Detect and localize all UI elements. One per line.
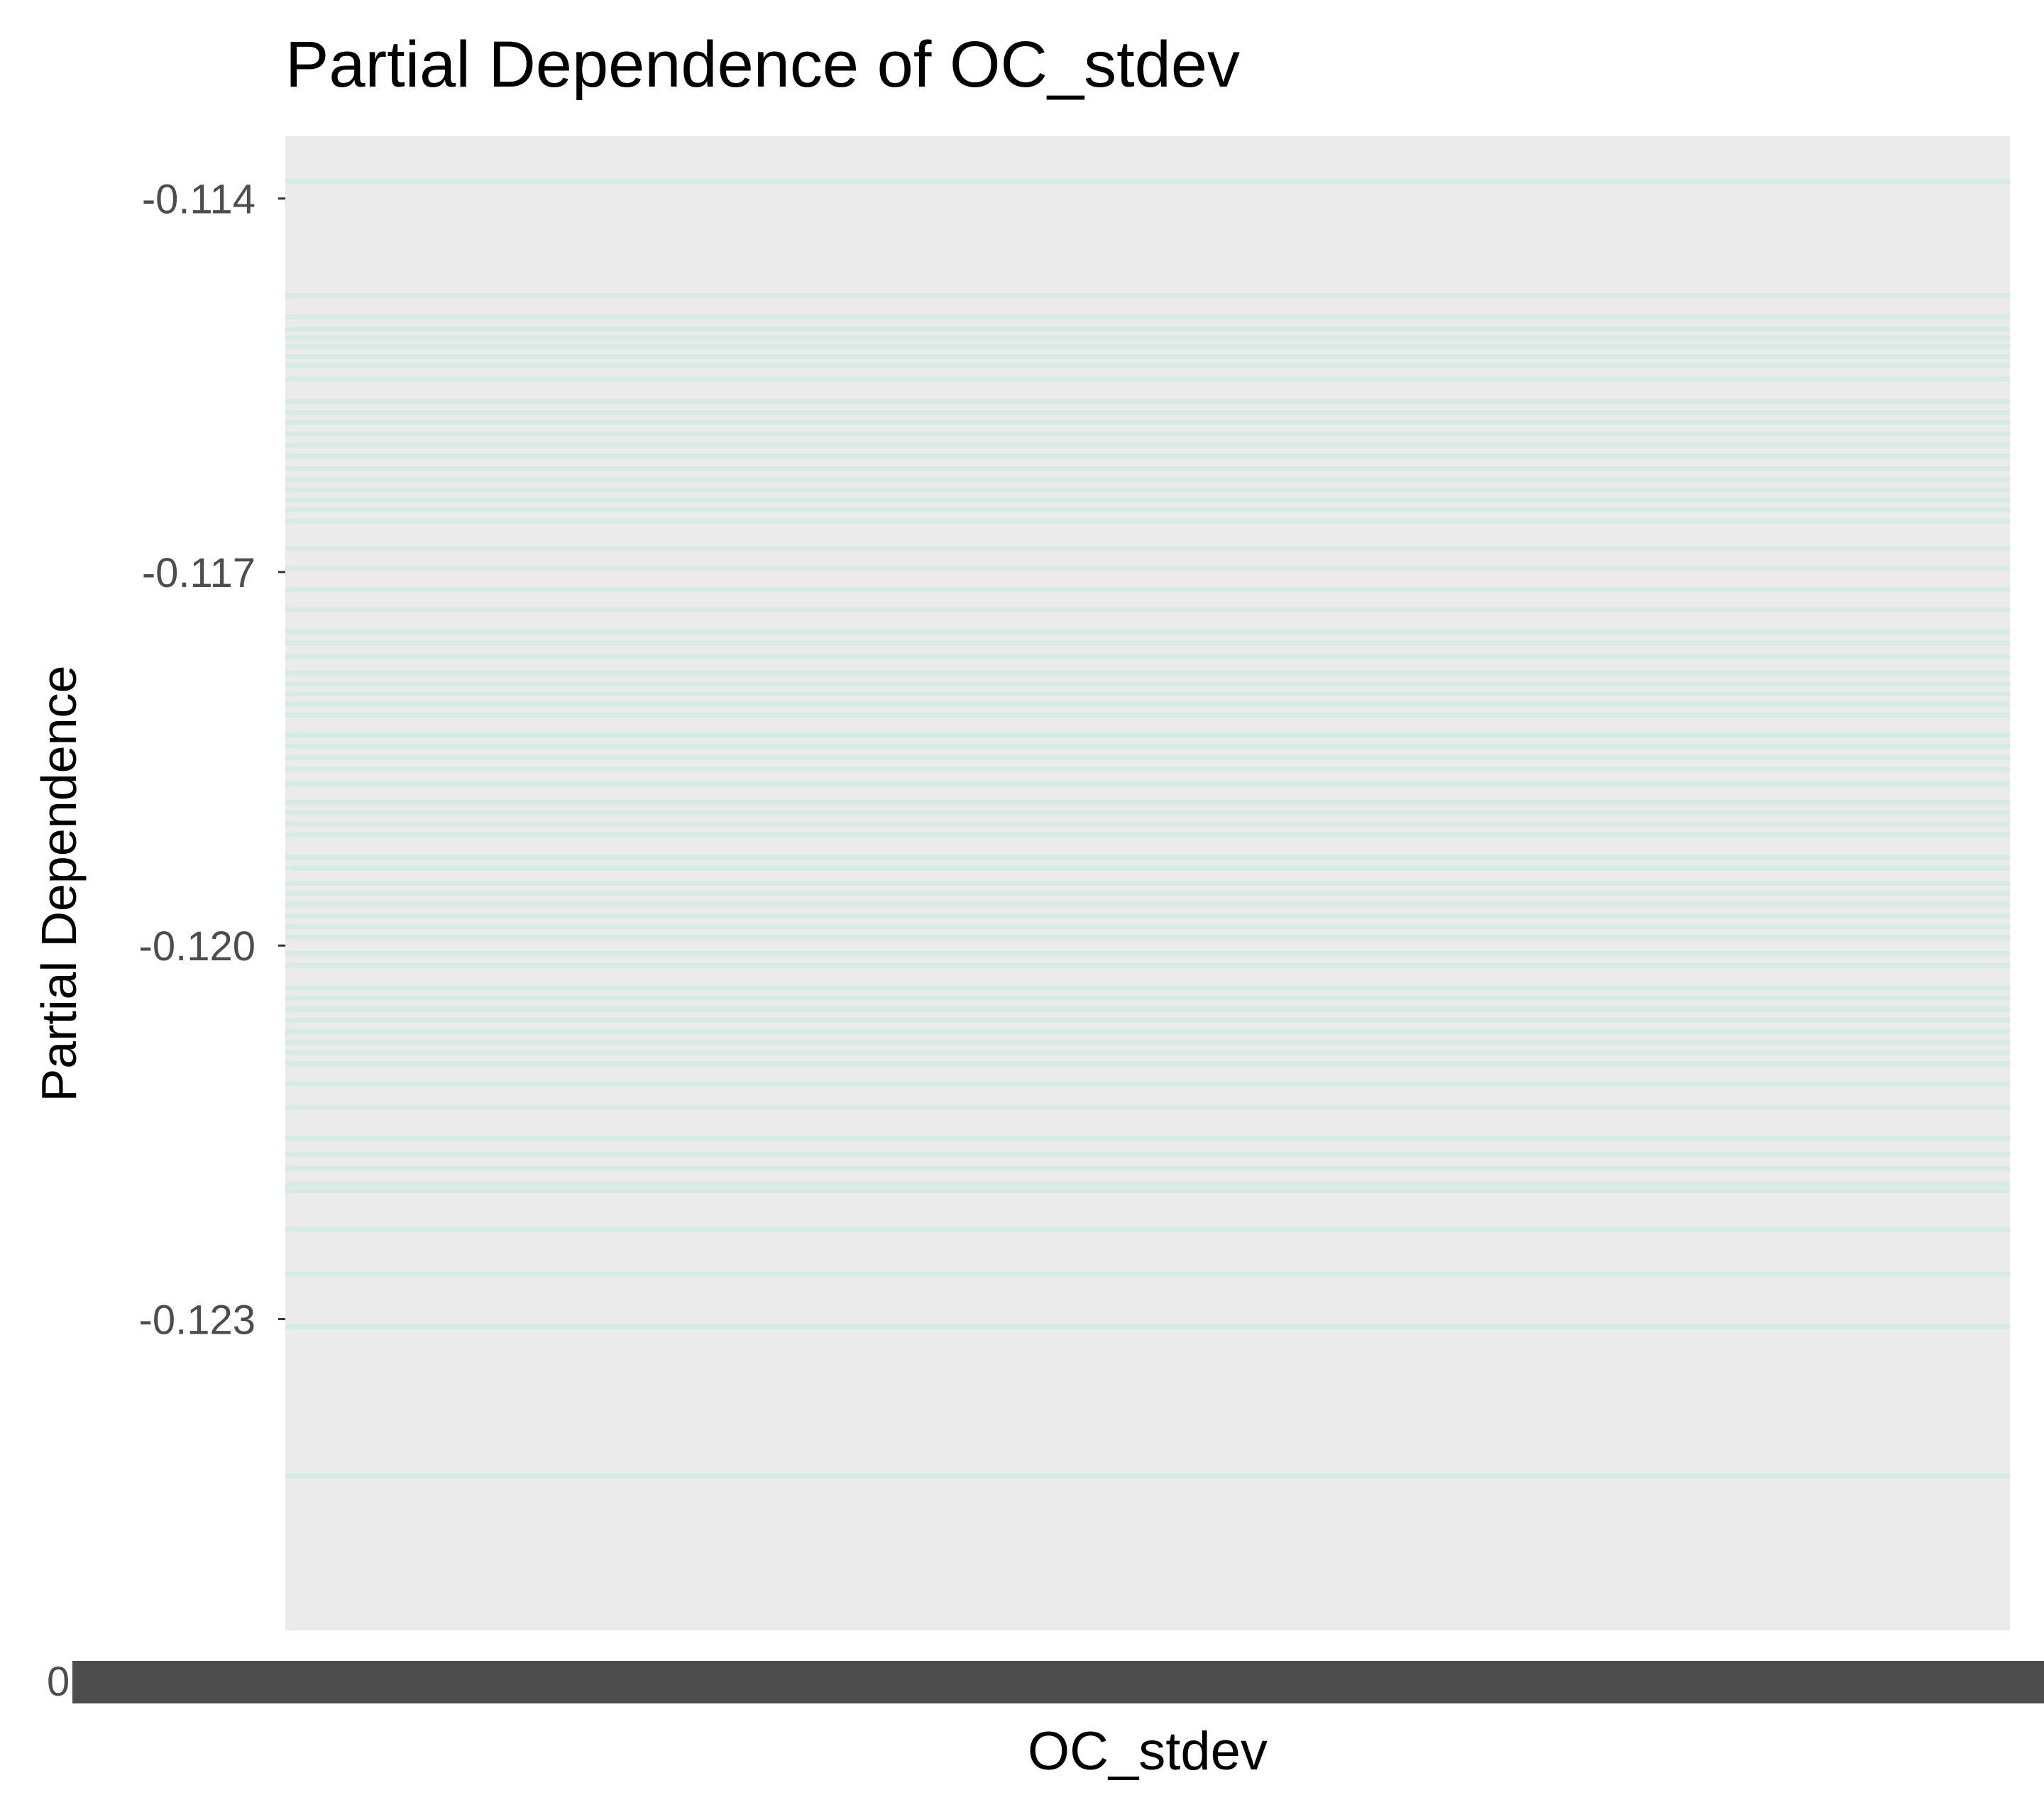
x-tick-label-first: 0 — [47, 1659, 70, 1705]
x-axis-label: OC_stdev — [1028, 1721, 1268, 1782]
y-tick-label: -0.114 — [142, 177, 256, 223]
x-tick-label-band — [72, 1661, 2044, 1703]
plot-panel — [285, 136, 2010, 1630]
y-axis-ticks: -0.114 -0.117 -0.120 -0.123 — [139, 177, 285, 1343]
y-axis-label: Partial Dependence — [31, 666, 87, 1102]
y-tick-label: -0.120 — [139, 923, 256, 970]
y-tick-label: -0.117 — [142, 550, 256, 596]
series-lines — [285, 178, 2010, 1478]
y-tick-label: -0.123 — [139, 1297, 256, 1343]
chart-title: Partial Dependence of OC_stdev — [285, 28, 1240, 101]
